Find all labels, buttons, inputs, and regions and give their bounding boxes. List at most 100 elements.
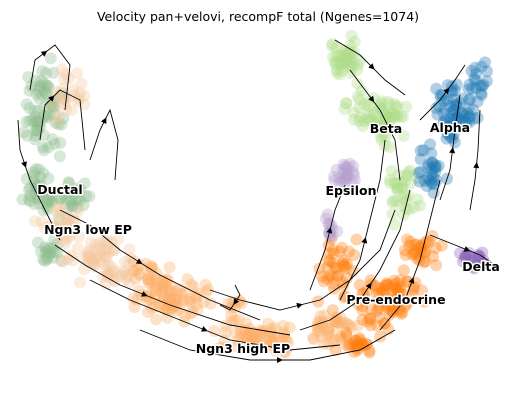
cell-point: [51, 90, 64, 103]
cell-point: [406, 248, 419, 261]
cell-point: [54, 136, 67, 149]
cell-point: [443, 99, 456, 112]
cell-point: [350, 233, 363, 246]
cell-point: [244, 338, 257, 351]
cell-point: [325, 39, 338, 52]
cell-point: [333, 245, 346, 258]
cell-point: [77, 199, 90, 211]
cell-point: [460, 117, 473, 130]
cell-point: [43, 242, 56, 255]
cell-point: [80, 190, 93, 202]
streamline-arrowhead: [100, 117, 107, 125]
cell-point: [401, 169, 414, 182]
cell-point: [373, 287, 386, 299]
cell-point: [379, 280, 392, 292]
cell-point: [39, 183, 52, 196]
cell-point: [63, 177, 75, 190]
cell-point: [317, 275, 330, 288]
cell-point: [33, 92, 46, 105]
cell-point: [390, 282, 403, 295]
cell-point: [345, 52, 358, 65]
cell-point: [106, 269, 119, 282]
cell-point: [330, 262, 343, 275]
cluster-points-delta: [454, 246, 491, 275]
cell-point: [183, 293, 196, 306]
cell-point: [24, 189, 37, 202]
cell-point: [100, 237, 113, 250]
cell-point: [333, 176, 346, 189]
cell-point: [243, 328, 256, 341]
cell-point: [351, 340, 364, 352]
cell-point: [363, 346, 376, 359]
cell-point: [390, 195, 403, 207]
cell-point: [472, 251, 485, 264]
cell-point: [149, 283, 162, 296]
cell-point: [375, 130, 387, 143]
cell-point: [388, 110, 401, 123]
cell-point: [243, 322, 256, 335]
cell-point: [48, 233, 61, 246]
cell-point: [388, 274, 401, 287]
cell-point: [375, 282, 388, 295]
cell-point: [475, 89, 488, 101]
cell-point: [331, 225, 344, 238]
cell-point: [222, 297, 235, 310]
cell-point: [32, 236, 44, 249]
cell-point: [278, 326, 291, 339]
cell-point: [395, 176, 408, 189]
cell-point: [400, 275, 413, 288]
cell-point: [46, 98, 59, 111]
cell-point: [278, 328, 291, 341]
streamline: [89, 108, 119, 181]
cell-point: [64, 194, 77, 207]
cell-point: [34, 120, 47, 133]
cell-point: [78, 90, 91, 102]
cell-point: [313, 324, 326, 337]
cell-point: [432, 159, 445, 172]
cell-point: [469, 74, 482, 87]
cell-point: [447, 93, 460, 106]
cell-point: [381, 278, 394, 291]
cell-point: [458, 114, 471, 127]
cell-point: [168, 292, 181, 305]
cell-point: [385, 164, 398, 177]
cell-point: [38, 109, 51, 122]
cell-point: [42, 172, 55, 185]
cell-point: [163, 284, 175, 297]
cell-point: [330, 42, 343, 55]
cell-point: [463, 94, 475, 106]
cell-point: [315, 330, 328, 343]
cell-point: [84, 251, 96, 264]
cell-point: [464, 254, 477, 267]
cell-point: [42, 188, 55, 201]
streamline-arrowhead: [48, 95, 55, 102]
cell-point: [371, 281, 384, 294]
cell-point: [254, 329, 267, 341]
cell-point: [73, 92, 86, 105]
cell-point: [54, 192, 67, 205]
cell-point: [369, 114, 382, 127]
cell-point: [266, 336, 279, 349]
cell-point: [145, 264, 158, 277]
cell-point: [390, 176, 403, 189]
cell-point: [23, 84, 36, 97]
cell-point: [333, 316, 346, 329]
cell-point: [101, 268, 114, 281]
cell-point: [43, 193, 56, 206]
cell-point: [65, 200, 78, 212]
cell-point: [145, 286, 158, 299]
cell-point: [347, 166, 360, 179]
cell-point: [370, 288, 383, 300]
cell-point: [142, 276, 155, 289]
cell-point: [314, 310, 327, 323]
cell-point: [425, 177, 438, 190]
cell-point: [26, 113, 39, 126]
cell-point: [48, 108, 61, 120]
cell-point: [356, 300, 369, 313]
cell-point: [438, 114, 451, 127]
cell-point: [29, 105, 41, 117]
cell-point: [329, 314, 342, 327]
cell-point: [30, 180, 43, 193]
cell-point: [60, 217, 73, 230]
